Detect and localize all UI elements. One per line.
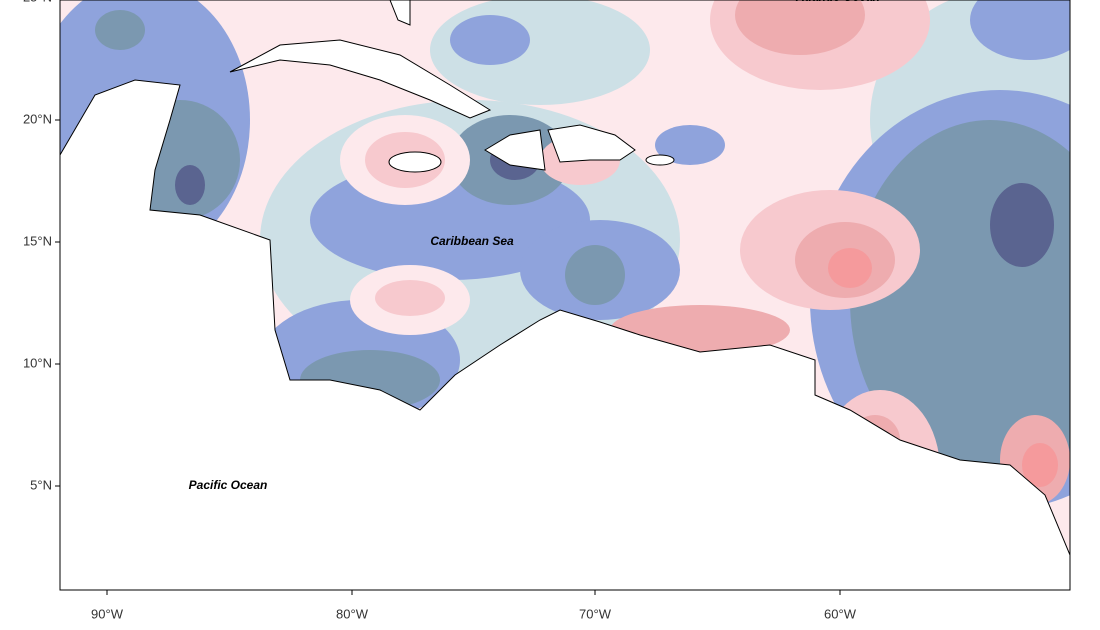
band: [565, 245, 625, 305]
band: [990, 183, 1054, 267]
lon-label: 70°W: [579, 606, 612, 621]
band: [450, 15, 530, 65]
puerto-rico: [645, 154, 675, 166]
mainland: [60, 79, 1070, 590]
band: [1022, 443, 1058, 487]
lat-label: 15°N: [23, 233, 52, 248]
place-label: Caribbean Sea: [430, 234, 514, 248]
band: [95, 10, 145, 50]
cuba: [229, 39, 492, 119]
florida: [389, 0, 411, 26]
lat-label: 25°N: [23, 0, 52, 4]
hispaniola: [547, 124, 636, 163]
band: [655, 125, 725, 165]
lat-label: 10°N: [23, 355, 52, 370]
place-label: Atlantic Ocean: [795, 0, 880, 4]
lon-label: 90°W: [91, 606, 124, 621]
band: [828, 248, 872, 288]
frame: [59, 0, 1071, 591]
band: [175, 165, 205, 205]
place-label: Pacific Ocean: [189, 478, 268, 492]
band: [375, 280, 445, 316]
lat-label: 20°N: [23, 111, 52, 126]
lon-label: 60°W: [824, 606, 857, 621]
hispaniola-west: [484, 129, 546, 171]
band: [735, 0, 865, 55]
jamaica: [388, 151, 442, 173]
field: [60, 0, 1070, 590]
lon-label: 80°W: [336, 606, 369, 621]
lat-label: 5°N: [30, 477, 52, 492]
band: [970, 0, 1070, 60]
